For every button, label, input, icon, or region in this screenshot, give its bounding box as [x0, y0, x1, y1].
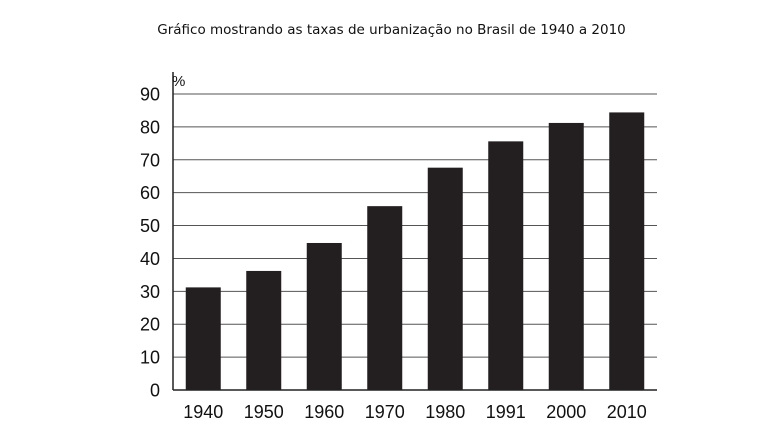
gridlines — [173, 93, 657, 358]
y-tick-label: 50 — [140, 216, 160, 236]
x-tick-label: 1980 — [425, 402, 465, 422]
bar-2000 — [548, 122, 584, 390]
x-tick-label: 1970 — [365, 402, 405, 422]
bar-1991 — [488, 141, 524, 390]
x-tick-label: 1991 — [486, 402, 526, 422]
y-tick-label: 70 — [140, 150, 160, 170]
x-tick-label: 1940 — [183, 402, 223, 422]
axes — [172, 72, 657, 391]
bar-1950 — [246, 270, 282, 390]
y-tick-label: 80 — [140, 117, 160, 137]
y-tick-label: 90 — [140, 85, 160, 105]
y-tick-label: 40 — [140, 249, 160, 269]
x-tick-label: 2000 — [546, 402, 586, 422]
y-tick-labels: 0 10 20 30 40 50 60 70 80 90 — [140, 85, 160, 401]
chart-title: Gráfico mostrando as taxas de urbanizaçã… — [157, 22, 626, 38]
bar-1960 — [306, 242, 342, 390]
bar-1970 — [367, 206, 403, 390]
y-axis-unit-label: % — [172, 73, 185, 90]
x-tick-labels: 1940 1950 1960 1970 1980 1991 2000 2010 — [183, 402, 647, 422]
x-tick-label: 1960 — [304, 402, 344, 422]
bar-1940 — [185, 287, 221, 390]
y-tick-label: 60 — [140, 183, 160, 203]
x-tick-label: 2010 — [607, 402, 647, 422]
y-tick-label: 0 — [150, 381, 160, 401]
y-tick-label: 10 — [140, 348, 160, 368]
bar-2010 — [609, 112, 645, 390]
y-tick-label: 20 — [140, 315, 160, 335]
x-tick-label: 1950 — [244, 402, 284, 422]
y-tick-label: 30 — [140, 282, 160, 302]
bars — [185, 112, 645, 390]
bar-1980 — [427, 167, 463, 390]
